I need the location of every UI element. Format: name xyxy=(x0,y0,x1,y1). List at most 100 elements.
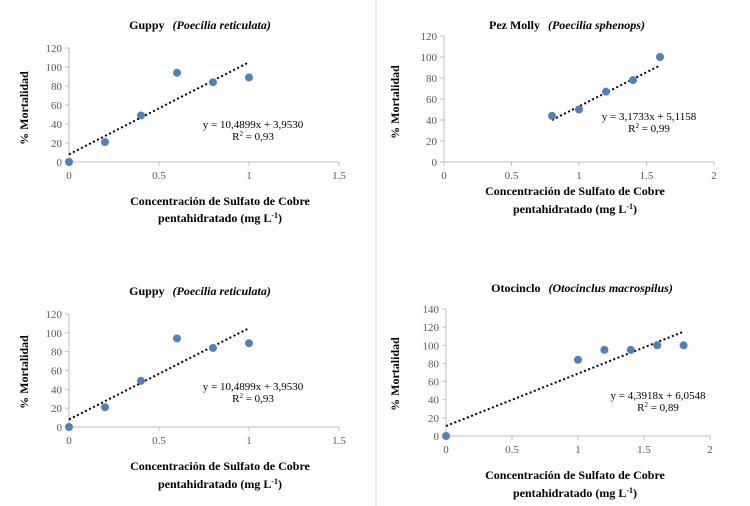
x-tick-label: 0.5 xyxy=(152,170,166,182)
y-tick-label: 100 xyxy=(46,328,63,340)
data-point xyxy=(574,355,582,364)
trendline-equation: y = 10,4899x + 3,9530 xyxy=(203,119,304,131)
x-tick-label: 0 xyxy=(441,170,447,182)
y-tick-label: 20 xyxy=(428,413,440,425)
y-tick-label: 120 xyxy=(423,322,440,334)
data-point xyxy=(656,53,664,61)
y-tick-label: 100 xyxy=(46,62,63,74)
x-axis-label-line1: Concentración de Sulfato de Cobre xyxy=(130,194,310,208)
y-tick-label: 80 xyxy=(428,358,440,370)
data-point xyxy=(209,78,217,87)
data-point xyxy=(209,343,217,352)
trendline xyxy=(551,64,661,121)
trendline xyxy=(68,327,250,421)
x-tick-label: 1 xyxy=(246,170,252,182)
x-tick-label: 0 xyxy=(443,444,449,456)
y-tick-label: 80 xyxy=(51,347,63,359)
y-tick-label: 40 xyxy=(51,384,63,396)
x-tick-label: 0 xyxy=(66,170,72,182)
x-tick-label: 2 xyxy=(711,170,717,182)
data-point xyxy=(679,341,688,350)
data-point xyxy=(101,403,109,412)
x-tick-label: 1.5 xyxy=(637,444,651,456)
y-tick-label: 40 xyxy=(51,119,63,131)
y-tick-label: 60 xyxy=(428,377,440,389)
data-point xyxy=(629,76,637,85)
x-axis-label-unit-exponent: -1 xyxy=(626,486,633,495)
y-tick-label: 80 xyxy=(51,81,63,93)
x-axis-label-unit-exponent: -1 xyxy=(271,211,278,220)
r-squared-value: = 0,93 xyxy=(243,131,274,143)
y-tick-label: 0 xyxy=(57,157,63,169)
x-tick-label: 1 xyxy=(246,435,252,447)
y-tick-label: 0 xyxy=(434,431,440,443)
y-axis-label: % Mortalidad xyxy=(17,335,31,409)
y-tick-label: 120 xyxy=(46,43,63,55)
x-tick-label: 0.5 xyxy=(505,444,519,456)
y-tick-label: 60 xyxy=(51,100,63,112)
r-squared-exponent: 2 xyxy=(239,130,243,138)
x-axis-label-line1: Concentración de Sulfato de Cobre xyxy=(130,459,310,473)
x-tick-label: 1.5 xyxy=(332,170,346,182)
data-point xyxy=(65,423,73,431)
chart-panel-3: 0 20 40 60 80 100 120 0 0.5 1 1.5 Guppy (Poecilia re… xyxy=(17,284,346,491)
y-tick-label: 40 xyxy=(426,115,438,127)
x-axis-label-close: ) xyxy=(633,202,637,216)
r-squared-label: R2 = 0,99 xyxy=(628,122,670,135)
data-point xyxy=(442,432,450,440)
chart-panel-2: 0 20 40 60 80 100 120 0 0.5 1 1.5 2 Pez Molly (Poecil… xyxy=(388,18,717,216)
chart-title-species-common: Guppy xyxy=(129,284,164,298)
chart-title: Guppy (Poecilia reticulata) xyxy=(129,284,271,298)
x-tick-label: 2 xyxy=(707,444,713,456)
y-tick-label: 100 xyxy=(421,52,438,64)
x-axis-label-unit: pentahidratado (mg L xyxy=(513,202,626,216)
chart-title-species-latin: (Poecilia reticulata) xyxy=(173,284,271,298)
data-point xyxy=(602,87,610,96)
x-tick-label: 1 xyxy=(576,170,582,182)
data-point xyxy=(548,111,556,120)
data-point xyxy=(575,105,583,114)
chart-title-species-common: Pez Molly xyxy=(489,18,540,32)
data-point xyxy=(245,339,253,348)
y-tick-label: 120 xyxy=(421,31,438,43)
trendline xyxy=(68,61,250,156)
x-axis-label-unit: pentahidratado (mg L xyxy=(513,486,626,500)
x-axis-label-close: ) xyxy=(278,477,282,491)
x-tick-label: 0.5 xyxy=(505,170,519,182)
x-axis-label-unit-exponent: -1 xyxy=(271,477,278,486)
data-point xyxy=(101,138,109,147)
trendline-equation: y = 10,4899x + 3,9530 xyxy=(203,381,304,393)
x-axis-label-line2: pentahidratado (mg L-1) xyxy=(513,202,637,217)
chart-title-species-latin: (Poecilia sphenops) xyxy=(548,18,645,32)
r-squared-value: = 0,99 xyxy=(639,123,670,135)
x-axis-label-line1: Concentración de Sulfato de Cobre xyxy=(485,184,665,198)
r-squared-symbol: R xyxy=(232,393,240,405)
r-squared-label: R2 = 0,93 xyxy=(232,392,274,405)
y-tick-label: 60 xyxy=(51,366,63,378)
x-tick-label: 1.5 xyxy=(640,170,654,182)
x-axis-label-unit: pentahidratado (mg L xyxy=(158,211,271,225)
r-squared-label: R2 = 0,93 xyxy=(232,130,274,143)
data-point xyxy=(137,111,145,120)
y-tick-label: 80 xyxy=(426,73,438,85)
chart-title: Guppy (Poecilia reticulata) xyxy=(129,18,271,32)
x-tick-label: 0.5 xyxy=(152,435,166,447)
r-squared-value: = 0,89 xyxy=(648,402,679,414)
x-axis-label-line1: Concentración de Sulfato de Cobre xyxy=(485,468,665,482)
data-point xyxy=(137,376,145,385)
x-tick-label: 1 xyxy=(575,444,581,456)
x-axis-label-line2: pentahidratado (mg L-1) xyxy=(158,477,282,492)
r-squared-value: = 0,93 xyxy=(243,393,274,405)
y-tick-label: 0 xyxy=(57,422,63,434)
x-axis-label-close: ) xyxy=(633,486,637,500)
y-tick-label: 40 xyxy=(428,395,440,407)
y-tick-label: 20 xyxy=(51,138,63,150)
y-tick-label: 120 xyxy=(46,309,63,321)
y-axis-label: % Mortalidad xyxy=(388,65,402,139)
x-tick-label: 1.5 xyxy=(332,435,346,447)
x-axis-label-close: ) xyxy=(278,211,282,225)
chart-title-species-common: Otocinclo xyxy=(491,281,540,295)
chart-title-species-latin: (Otocinclus macrospilus) xyxy=(548,281,672,295)
y-tick-label: 20 xyxy=(51,403,63,415)
